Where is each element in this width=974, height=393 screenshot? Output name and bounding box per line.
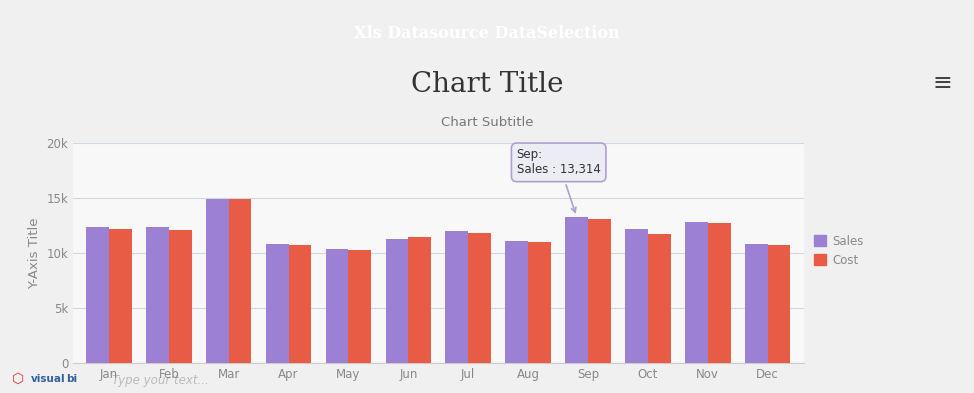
Text: ≡: ≡ (933, 71, 953, 95)
Bar (506, 241, 528, 363)
Bar (169, 230, 192, 363)
Legend: Sales, Cost: Sales, Cost (814, 235, 863, 266)
Text: visual: visual (31, 374, 66, 384)
Text: Chart Title: Chart Title (411, 71, 563, 98)
Bar (625, 229, 648, 363)
Text: Type your text...: Type your text... (112, 374, 208, 387)
Y-axis label: Y-Axis Title: Y-Axis Title (28, 217, 41, 289)
Bar (229, 199, 251, 363)
Bar (349, 250, 371, 363)
Bar (206, 199, 229, 363)
Bar (109, 229, 131, 363)
Bar (768, 245, 790, 363)
Bar (708, 224, 730, 363)
Bar (445, 231, 468, 363)
Text: Chart Subtitle: Chart Subtitle (441, 116, 533, 129)
Bar (325, 249, 349, 363)
Bar (468, 233, 491, 363)
Bar (565, 217, 588, 363)
Bar (745, 244, 768, 363)
Bar (648, 235, 671, 363)
Bar (266, 244, 288, 363)
Text: Sep:
Sales : 13,314: Sep: Sales : 13,314 (517, 148, 601, 212)
Bar (87, 227, 109, 363)
Bar (685, 222, 708, 363)
Bar (288, 245, 312, 363)
Text: bi: bi (66, 374, 77, 384)
Bar (146, 227, 169, 363)
Bar (386, 239, 408, 363)
Bar (408, 237, 431, 363)
Bar (528, 242, 551, 363)
Bar (588, 219, 611, 363)
Text: Xls Datasource DataSelection: Xls Datasource DataSelection (355, 25, 619, 42)
Text: ⬡: ⬡ (12, 372, 23, 386)
